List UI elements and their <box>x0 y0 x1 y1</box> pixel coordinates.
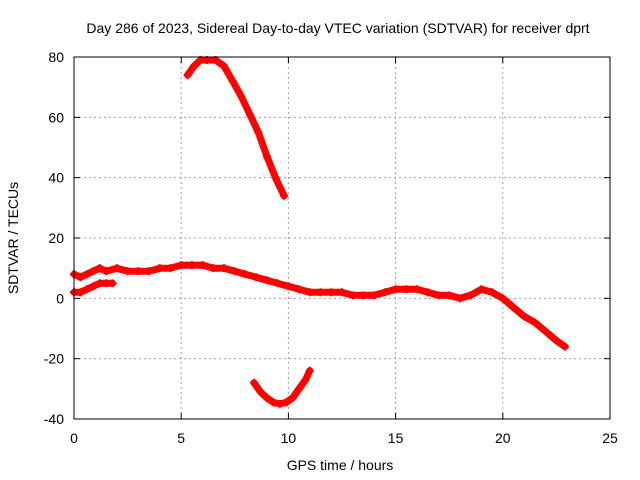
x-tick-label: 15 <box>388 430 404 446</box>
y-tick-label: -20 <box>44 351 64 367</box>
y-tick-label: 80 <box>48 49 64 65</box>
x-tick-label: 5 <box>177 430 185 446</box>
chart: Day 286 of 2023, Sidereal Day-to-day VTE… <box>0 0 640 480</box>
y-axis-label: SDTVAR / TECUs <box>5 182 21 294</box>
y-tick-label: 60 <box>48 109 64 125</box>
y-tick-label: 20 <box>48 230 64 246</box>
y-tick-label: 40 <box>48 170 64 186</box>
x-tick-label: 10 <box>281 430 297 446</box>
x-axis-label: GPS time / hours <box>287 457 394 473</box>
x-tick-label: 25 <box>602 430 618 446</box>
chart-title: Day 286 of 2023, Sidereal Day-to-day VTE… <box>86 20 589 36</box>
x-tick-label: 0 <box>70 430 78 446</box>
x-tick-label: 20 <box>495 430 511 446</box>
y-tick-label: 0 <box>56 290 64 306</box>
chart-background <box>0 0 640 480</box>
y-tick-label: -40 <box>44 411 64 427</box>
